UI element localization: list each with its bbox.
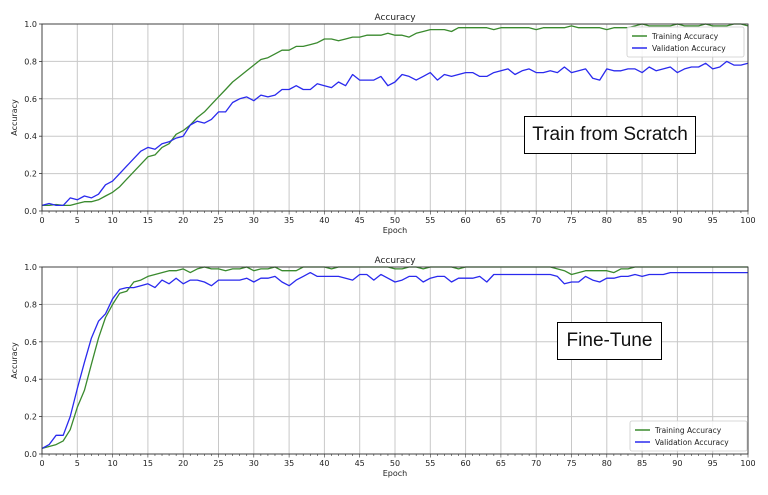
x-axis-label: Epoch [383,469,408,478]
x-tick-label: 95 [708,216,718,225]
x-tick-label: 20 [178,216,188,225]
x-tick-label: 5 [75,459,80,468]
plot-frame [41,23,749,212]
x-tick-label: 100 [740,216,755,225]
x-tick-label: 65 [496,216,506,225]
x-tick-label: 55 [425,459,435,468]
y-tick-label: 1.0 [24,263,37,272]
x-tick-label: 15 [143,216,153,225]
x-tick-label: 45 [355,216,365,225]
x-tick-label: 80 [602,459,612,468]
y-tick-label: 0.8 [24,300,37,309]
y-tick-label: 0.4 [24,132,37,141]
x-tick-label: 60 [461,216,471,225]
legend-label: Validation Accuracy [652,44,726,53]
x-tick-label: 10 [108,459,118,468]
x-tick-label: 95 [708,459,718,468]
x-tick-label: 30 [249,459,259,468]
series-line-training-accuracy [41,266,748,450]
y-tick-label: 0.4 [24,375,37,384]
y-tick-label: 0.6 [24,95,37,104]
y-tick-label: 0.0 [24,450,37,459]
x-tick-label: 90 [672,216,682,225]
series-line-validation-accuracy [41,60,749,207]
x-tick-label: 65 [496,459,506,468]
legend-label: Training Accuracy [654,426,722,435]
x-tick-label: 35 [284,459,294,468]
legend-box [626,26,745,58]
legend-label: Validation Accuracy [655,438,729,447]
y-tick-label: 0.6 [24,338,37,347]
x-tick-label: 35 [284,216,294,225]
x-tick-label: 0 [39,459,44,468]
x-tick-label: 75 [566,459,576,468]
x-tick-label: 85 [637,459,647,468]
annotation-train-from-scratch: Train from Scratch [524,116,696,154]
annotation-fine-tune: Fine-Tune [557,322,662,360]
x-tick-label: 50 [390,459,400,468]
y-tick-label: 0.0 [24,207,37,216]
x-tick-label: 15 [143,459,153,468]
y-axis-label: Accuracy [10,99,19,136]
x-tick-label: 40 [319,216,329,225]
y-tick-label: 0.8 [24,57,37,66]
x-tick-label: 20 [178,459,188,468]
y-tick-label: 1.0 [24,20,37,29]
y-tick-label: 0.2 [24,413,37,422]
x-tick-label: 70 [531,216,541,225]
x-tick-label: 10 [108,216,118,225]
x-tick-label: 30 [249,216,259,225]
x-axis-label: Epoch [383,226,408,235]
x-tick-label: 70 [531,459,541,468]
x-tick-label: 55 [425,216,435,225]
x-tick-label: 25 [213,459,223,468]
legend-box [629,420,748,452]
x-tick-label: 45 [355,459,365,468]
x-tick-label: 25 [213,216,223,225]
chart-title: Accuracy [374,13,416,23]
y-axis-label: Accuracy [10,342,19,379]
x-tick-label: 90 [672,459,682,468]
plot-frame [41,266,749,455]
chart-title: Accuracy [374,256,416,266]
x-tick-label: 85 [637,216,647,225]
x-tick-label: 40 [319,459,329,468]
legend-label: Training Accuracy [651,32,719,41]
x-tick-label: 50 [390,216,400,225]
x-tick-label: 80 [602,216,612,225]
x-tick-label: 60 [461,459,471,468]
x-tick-label: 5 [75,216,80,225]
x-tick-label: 0 [39,216,44,225]
x-tick-label: 75 [566,216,576,225]
series-line-validation-accuracy [41,271,748,449]
y-tick-label: 0.2 [24,170,37,179]
x-tick-label: 100 [740,459,755,468]
